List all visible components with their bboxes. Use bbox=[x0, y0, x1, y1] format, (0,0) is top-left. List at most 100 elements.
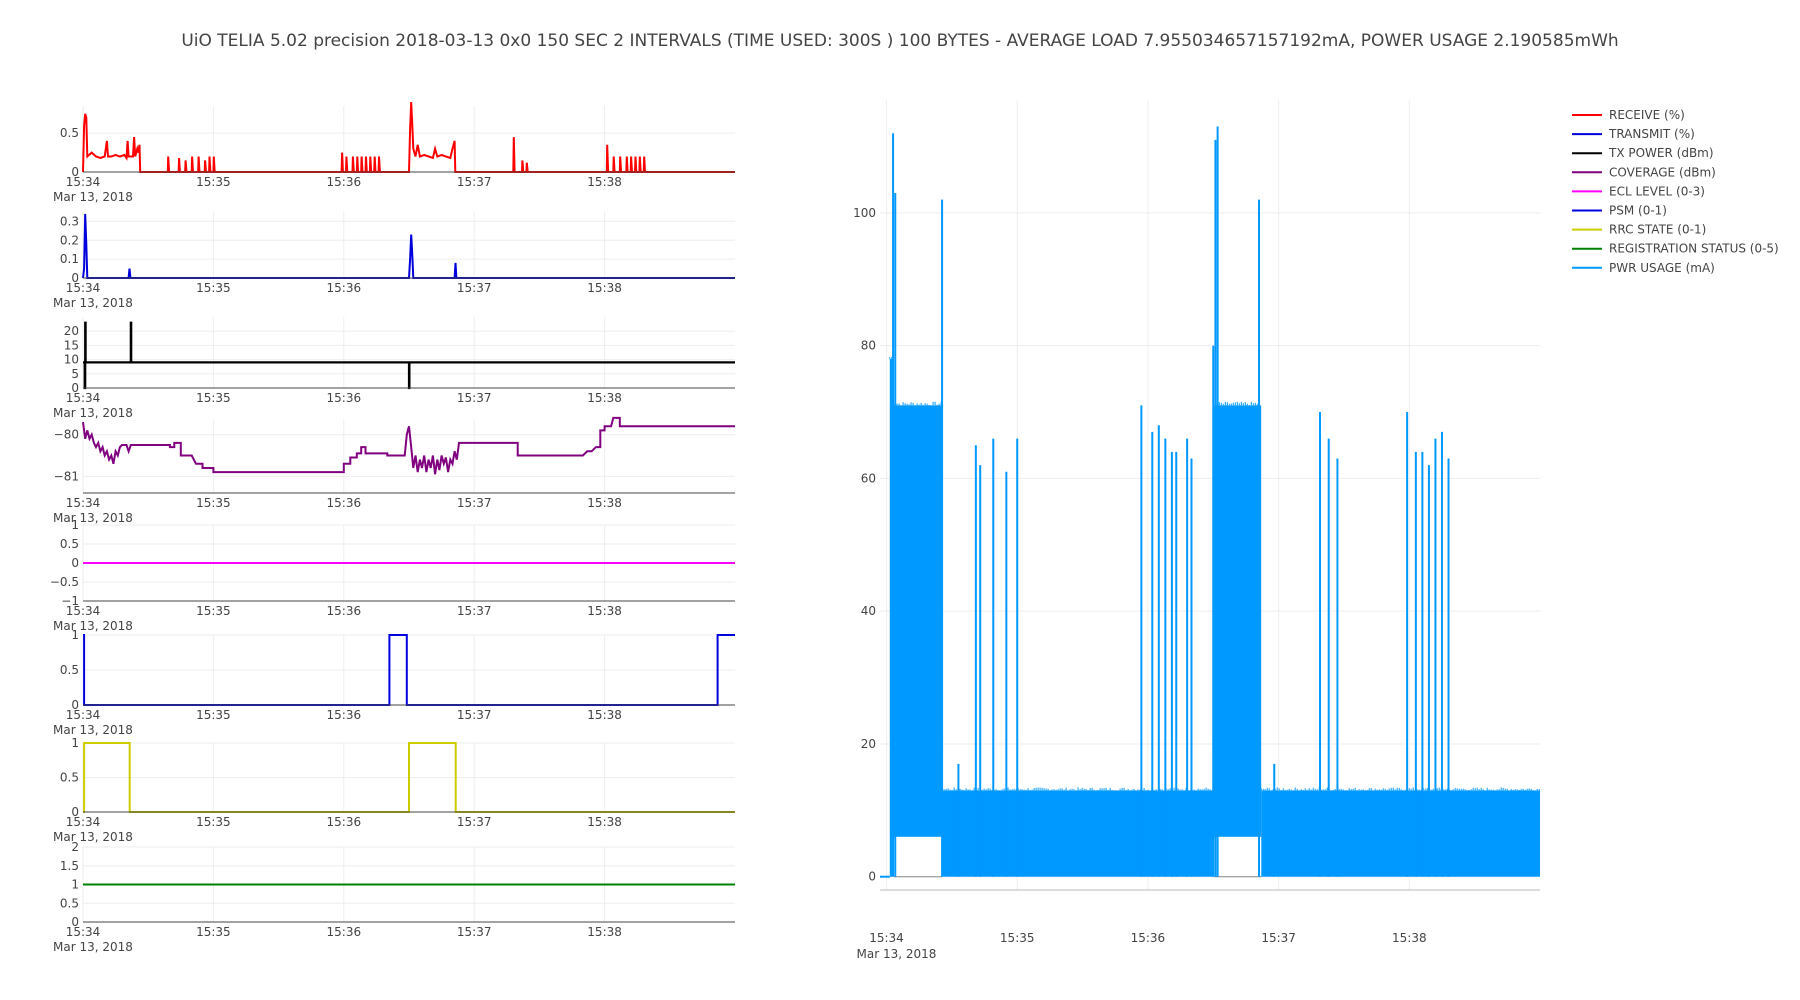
subplot-ecl_level: −1 −0.5 0 0.5 1 15:34 15:35 15:36 15:37 15:38 Mar … bbox=[50, 518, 735, 633]
series-line-tx_power bbox=[83, 321, 735, 390]
y-tick-label: 0.5 bbox=[60, 126, 79, 140]
y-tick-label: −1 bbox=[61, 594, 79, 608]
x-tick-label: 15:38 bbox=[587, 281, 622, 295]
x-date-label: Mar 13, 2018 bbox=[53, 830, 133, 844]
x-tick-label: 15:34 bbox=[66, 496, 101, 510]
x-tick-label: 15:36 bbox=[327, 496, 362, 510]
y-tick-label: 0 bbox=[71, 556, 79, 570]
x-tick-label: 15:36 bbox=[327, 281, 362, 295]
pwr-band bbox=[1261, 790, 1540, 877]
subplot-rrc_state: 0 0.5 1 15:34 15:35 15:36 15:37 15:38 Mar 13, 20… bbox=[53, 736, 735, 844]
x-tick-label: 15:35 bbox=[196, 175, 231, 189]
series-line-receive bbox=[82, 102, 735, 173]
legend-item-label: PSM (0-1) bbox=[1609, 204, 1667, 218]
x-tick-label: 15:35 bbox=[196, 604, 231, 618]
x-tick-label: 15:37 bbox=[457, 391, 492, 405]
y-tick-label: 0.3 bbox=[60, 214, 79, 228]
y-tick-label: 1 bbox=[71, 878, 79, 892]
x-tick-label: 15:34 bbox=[869, 931, 904, 945]
y-tick-label: −81 bbox=[54, 469, 79, 483]
x-tick-label: 15:36 bbox=[327, 175, 362, 189]
x-tick-label: 15:36 bbox=[327, 604, 362, 618]
y-tick-label: 100 bbox=[853, 206, 876, 220]
x-tick-label: 15:34 bbox=[66, 708, 101, 722]
series-line-transmit bbox=[82, 213, 735, 279]
x-tick-label: 15:35 bbox=[1000, 931, 1035, 945]
pwr-band bbox=[889, 358, 894, 877]
x-tick-label: 15:34 bbox=[66, 175, 101, 189]
x-tick-label: 15:35 bbox=[196, 815, 231, 829]
x-tick-label: 15:36 bbox=[327, 708, 362, 722]
x-date-label: Mar 13, 2018 bbox=[53, 940, 133, 954]
x-tick-label: 15:34 bbox=[66, 281, 101, 295]
subplot-receive: 0 0.5 15:34 15:35 15:36 15:37 15:38 Mar 13, 201… bbox=[53, 102, 735, 204]
subplot-psm: 0 0.5 1 15:34 15:35 15:36 15:37 15:38 Mar 13, 20… bbox=[53, 628, 735, 737]
y-tick-label: 1 bbox=[71, 518, 79, 532]
x-tick-label: 15:35 bbox=[196, 391, 231, 405]
x-date-label: Mar 13, 2018 bbox=[53, 619, 133, 633]
pwr-noise bbox=[1260, 787, 1540, 791]
x-tick-label: 15:37 bbox=[457, 708, 492, 722]
pwr-gap bbox=[894, 836, 943, 876]
subplot-registration: 0 0.5 1 1.5 2 15:34 15:35 15:36 15:37 15:38 Mar 13… bbox=[53, 840, 735, 954]
x-tick-label: 15:35 bbox=[196, 496, 231, 510]
x-tick-label: 15:37 bbox=[457, 604, 492, 618]
y-tick-label: 10 bbox=[64, 353, 79, 367]
legend-item-label: PWR USAGE (mA) bbox=[1609, 261, 1715, 275]
x-tick-label: 15:38 bbox=[587, 604, 622, 618]
subplot-transmit: 0 0.1 0.2 0.3 15:34 15:35 15:36 15:37 15:38 Mar 1… bbox=[53, 212, 735, 310]
legend-item-label: REGISTRATION STATUS (0-5) bbox=[1609, 242, 1779, 256]
y-tick-label: 1 bbox=[71, 628, 79, 642]
series-line-psm bbox=[83, 634, 735, 706]
x-tick-label: 15:36 bbox=[327, 391, 362, 405]
x-tick-label: 15:35 bbox=[196, 708, 231, 722]
pwr-band bbox=[1213, 405, 1262, 837]
y-tick-label: 0.5 bbox=[60, 663, 79, 677]
x-tick-label: 15:34 bbox=[66, 925, 101, 939]
x-tick-label: 15:38 bbox=[587, 391, 622, 405]
x-date-label: Mar 13, 2018 bbox=[53, 723, 133, 737]
x-tick-label: 15:34 bbox=[66, 391, 101, 405]
y-tick-label: 60 bbox=[861, 471, 876, 485]
y-tick-label: 0.1 bbox=[60, 252, 79, 266]
legend-item-label: TX POWER (dBm) bbox=[1608, 146, 1714, 160]
x-tick-label: 15:38 bbox=[587, 708, 622, 722]
y-tick-label: 80 bbox=[861, 339, 876, 353]
x-tick-label: 15:37 bbox=[457, 815, 492, 829]
y-tick-label: 20 bbox=[64, 324, 79, 338]
pwr-noise bbox=[1212, 401, 1260, 406]
y-tick-label: 15 bbox=[64, 338, 79, 352]
y-tick-label: 0.5 bbox=[60, 896, 79, 910]
y-tick-label: 0.5 bbox=[60, 771, 79, 785]
subplot-pwr_usage: 0 20 40 60 80 100 15:34 15:35 15:36 15:37 15:38 Mar… bbox=[853, 100, 1540, 961]
legend: RECEIVE (%) TRANSMIT (%) TX POWER (dBm) COV… bbox=[1572, 108, 1779, 275]
x-tick-label: 15:38 bbox=[1392, 931, 1427, 945]
x-tick-label: 15:36 bbox=[327, 925, 362, 939]
x-tick-label: 15:35 bbox=[196, 281, 231, 295]
x-tick-label: 15:36 bbox=[1131, 931, 1166, 945]
legend-item-label: TRANSMIT (%) bbox=[1608, 127, 1695, 141]
y-tick-label: −0.5 bbox=[50, 575, 79, 589]
x-tick-label: 15:34 bbox=[66, 604, 101, 618]
x-tick-label: 15:37 bbox=[457, 175, 492, 189]
x-date-label: Mar 13, 2018 bbox=[53, 511, 133, 525]
pwr-noise bbox=[892, 401, 942, 406]
chart-title: UiO TELIA 5.02 precision 2018-03-13 0x0 … bbox=[181, 31, 1619, 51]
x-tick-label: 15:37 bbox=[457, 496, 492, 510]
x-tick-label: 15:37 bbox=[1261, 931, 1296, 945]
y-tick-label: 0 bbox=[71, 381, 79, 395]
y-tick-label: 5 bbox=[71, 367, 79, 381]
y-tick-label: 0 bbox=[868, 870, 876, 884]
x-tick-label: 15:38 bbox=[587, 815, 622, 829]
pwr-band bbox=[942, 790, 1214, 877]
y-tick-label: 2 bbox=[71, 840, 79, 854]
series-line-coverage bbox=[82, 416, 735, 475]
y-tick-label: 0 bbox=[71, 915, 79, 929]
y-tick-label: 0 bbox=[71, 698, 79, 712]
legend-item-label: COVERAGE (dBm) bbox=[1609, 165, 1716, 179]
pwr-band bbox=[893, 405, 943, 837]
x-tick-label: 15:35 bbox=[196, 925, 231, 939]
x-date-label: Mar 13, 2018 bbox=[53, 406, 133, 420]
pwr-noise bbox=[889, 356, 893, 359]
